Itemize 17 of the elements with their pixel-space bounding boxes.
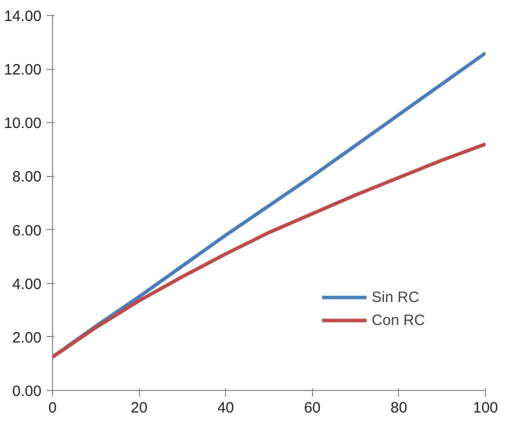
x-tick-label: 100 — [472, 400, 498, 416]
x-tick-label: 0 — [48, 400, 57, 416]
y-tick-label: 14.00 — [4, 8, 42, 25]
y-tick-label: 2.00 — [12, 329, 42, 346]
y-tick-label: 10.00 — [4, 115, 42, 132]
x-tick-label: 40 — [217, 400, 234, 416]
legend-label: Con RC — [372, 312, 425, 328]
x-tick-label: 60 — [304, 400, 321, 416]
y-tick-label: 0.00 — [12, 383, 42, 400]
x-tick-label: 20 — [130, 400, 148, 416]
y-tick-label: 12.00 — [4, 62, 42, 79]
x-tick-label: 80 — [390, 400, 408, 416]
y-tick-label: 6.00 — [12, 222, 42, 240]
legend-label: Sin RC — [372, 288, 420, 306]
y-tick-label: 4.00 — [12, 276, 42, 293]
line-series — [52, 142, 486, 359]
y-tick-label: 8.00 — [12, 168, 42, 186]
